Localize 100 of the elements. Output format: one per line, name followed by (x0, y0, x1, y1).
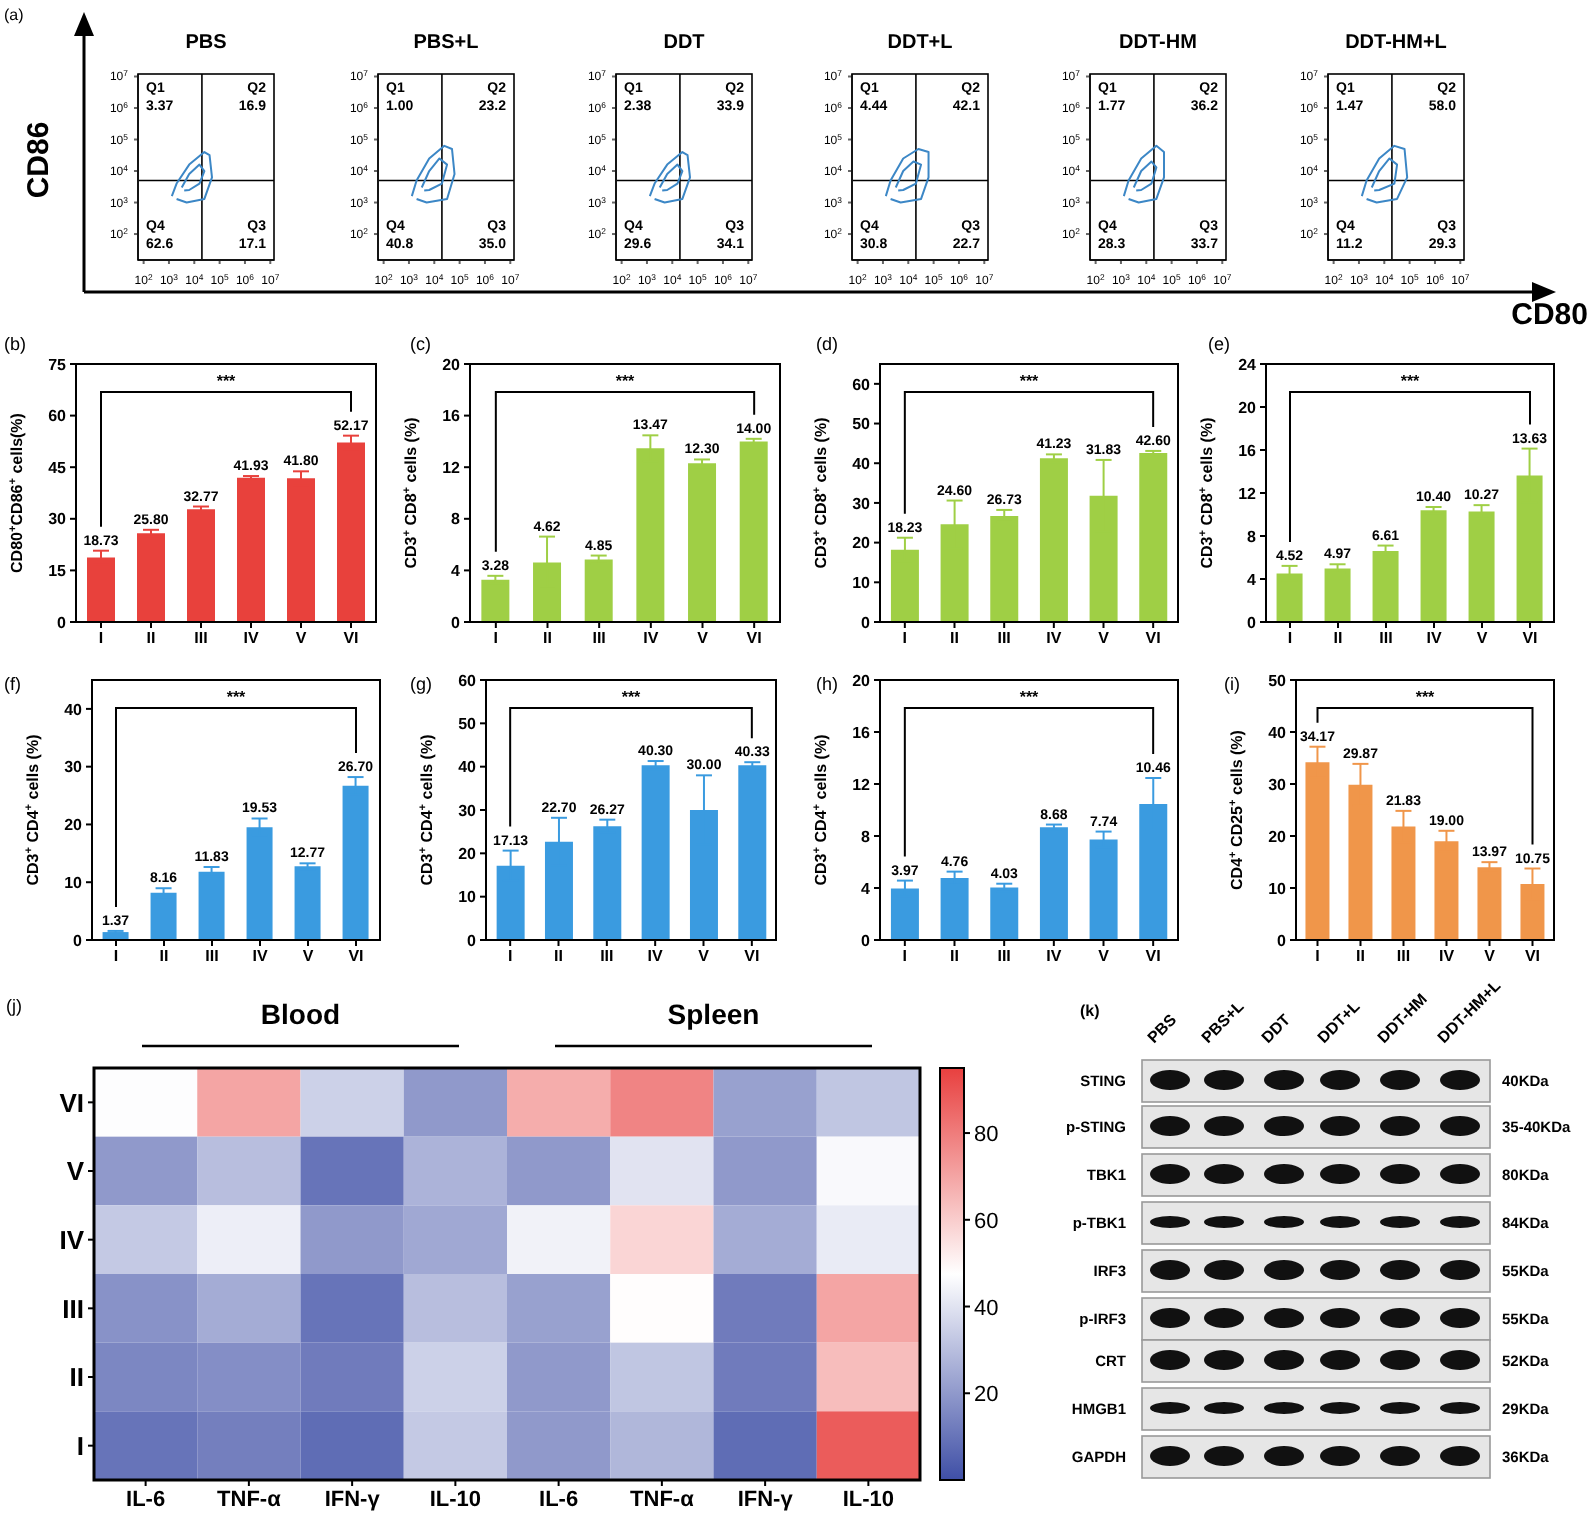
x-tick-label: V (1484, 947, 1497, 966)
y-tick-label: 50 (852, 415, 872, 434)
y-tick-label: 0 (861, 613, 872, 632)
bar (1420, 510, 1447, 622)
bar (1039, 458, 1068, 622)
text: (k) (1080, 1002, 1101, 1020)
y-tick-label: 10 (458, 888, 478, 907)
y-tick-label: 30 (852, 494, 872, 513)
x-tick-label: IV (643, 629, 660, 648)
y-tick-label: 30 (64, 758, 84, 777)
x-tick-label: V (698, 947, 711, 966)
y-tick-label: 15 (48, 562, 68, 581)
y-tick-label: 60 (852, 375, 872, 394)
y-tick-label: 40 (852, 454, 872, 473)
x-tick-label: III (1379, 629, 1393, 648)
y-tick-label: 30 (48, 510, 68, 529)
y-tick-label: 0 (451, 613, 462, 632)
annotation: *** (216, 372, 238, 390)
bar (688, 463, 717, 622)
x-tick-label: I (902, 629, 908, 648)
text: Blood (260, 998, 341, 1030)
x-tick-label: IV (1438, 947, 1456, 966)
x-tick-label: VI (1145, 629, 1161, 648)
bar (584, 559, 613, 622)
x-tick-label: II (950, 629, 959, 648)
x-tick-label: TNF-α (630, 1487, 695, 1512)
x-tick-label: V (1098, 947, 1111, 966)
x-tick-label: II (159, 947, 169, 966)
y-tick-label: 0 (1247, 613, 1258, 632)
text: (i) (1224, 674, 1240, 694)
y-tick-label: 20 (1268, 827, 1288, 846)
x-tick-label: III (205, 947, 219, 966)
y-tick-label: IV (59, 1224, 85, 1255)
bar (1089, 839, 1118, 940)
bar (337, 442, 365, 622)
y-tick-label: 40 (64, 700, 84, 719)
chart-title: DDT+L (887, 32, 953, 54)
y-tick-label: 12 (852, 775, 872, 794)
y-tick-label: 50 (1268, 671, 1288, 690)
y-tick-label: 8 (861, 827, 872, 846)
bar (593, 826, 622, 940)
x-tick-label: VI (1524, 947, 1541, 966)
y-tick-label: 12 (442, 458, 462, 477)
x-tick-label: III (194, 629, 208, 648)
text: (g) (410, 674, 432, 694)
y-tick-label: 40 (1268, 723, 1288, 742)
annotation: *** (621, 688, 643, 706)
color-bar-label: 20 (974, 1383, 999, 1408)
y-tick-label: VI (59, 1087, 84, 1118)
x-tick-label: IV (1426, 629, 1443, 648)
y-tick-label: 20 (442, 355, 462, 374)
x-tick-label: II (950, 947, 959, 966)
bar (890, 888, 919, 940)
bar (1372, 550, 1399, 622)
y-tick-label: II (69, 1362, 84, 1393)
y-tick-label: 45 (48, 458, 68, 477)
annotation: *** (1019, 688, 1041, 706)
color-bar-label: 40 (974, 1296, 999, 1321)
bar (150, 892, 177, 940)
text: (c) (410, 334, 431, 354)
text: (e) (1208, 334, 1230, 354)
x-tick-label: IV (1046, 947, 1063, 966)
y-tick-label: 40 (458, 758, 478, 777)
y-tick-label: 16 (1238, 441, 1258, 460)
y-tick-label: 0 (1277, 931, 1288, 950)
x-tick-label: VI (746, 629, 762, 648)
bar (1039, 827, 1068, 940)
annotation: *** (226, 688, 248, 706)
bar (87, 557, 115, 622)
y-tick-label: 20 (1238, 398, 1258, 417)
y-tick-label: 4 (861, 879, 872, 898)
x-tick-label: III (997, 947, 1011, 966)
text: (h) (816, 674, 838, 694)
y-tick-label: 4 (451, 562, 462, 581)
x-tick-label: V (1098, 629, 1111, 648)
text: (b) (4, 334, 26, 354)
x-tick-label: IV (1046, 629, 1063, 648)
bar (1276, 573, 1303, 622)
y-tick-label: 60 (458, 671, 478, 690)
y-tick-label: 10 (1268, 879, 1288, 898)
x-tick-label: IV (243, 629, 260, 648)
bar (940, 878, 969, 940)
bar (198, 871, 225, 940)
bar (294, 866, 321, 940)
x-tick-label: III (1396, 947, 1411, 966)
x-tick-label: I (493, 629, 499, 648)
x-tick-label: VI (1522, 629, 1538, 648)
y-tick-label: V (66, 1156, 85, 1187)
x-tick-label: II (554, 947, 563, 966)
x-tick-label: V (295, 629, 308, 648)
bar (137, 533, 165, 622)
annotation: *** (1019, 372, 1041, 390)
x-tick-label: II (146, 629, 156, 648)
x-tick-label: IL-6 (539, 1487, 579, 1512)
bar (187, 509, 215, 622)
chart-title: PBS (185, 32, 228, 54)
x-tick-label: IFN-γ (737, 1487, 795, 1512)
y-tick-label: 20 (64, 816, 84, 835)
bar (990, 887, 1019, 940)
x-tick-label: IL-10 (842, 1487, 895, 1512)
